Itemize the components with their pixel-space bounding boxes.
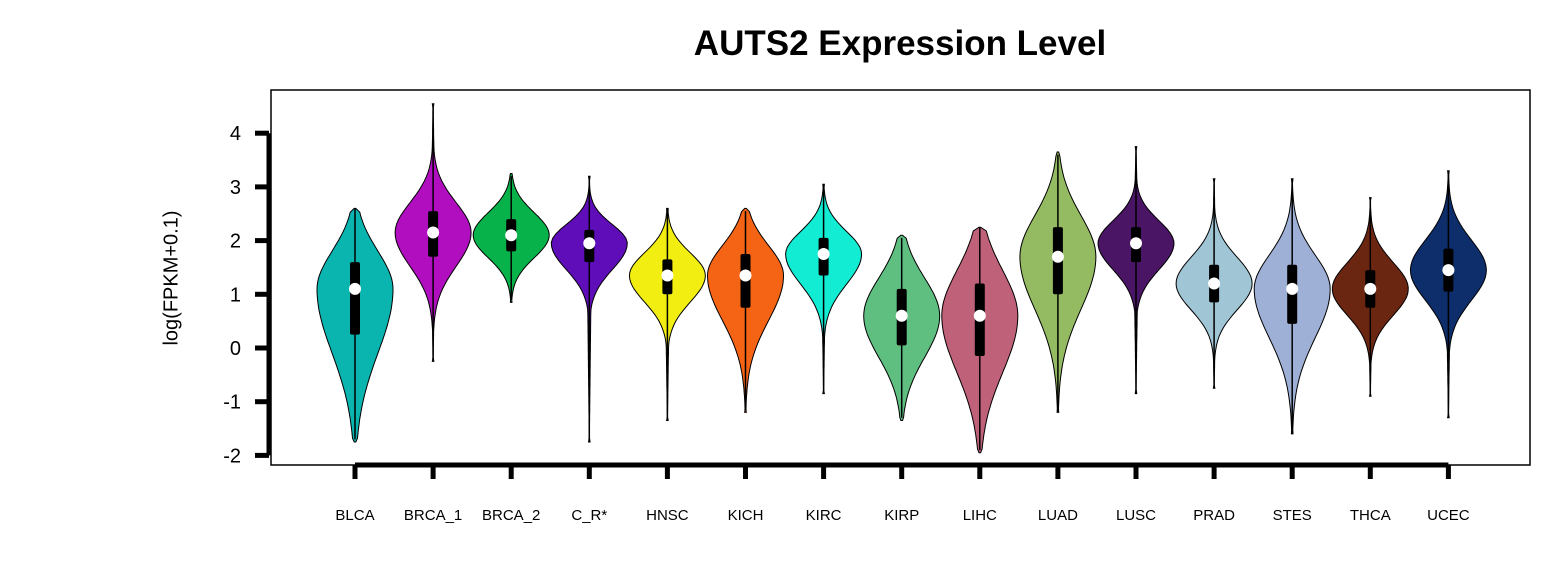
y-tick-label: 1 — [230, 284, 241, 306]
median-point — [1442, 264, 1455, 277]
median-point — [427, 226, 440, 239]
x-tick-label: STES — [1273, 507, 1312, 524]
median-point — [349, 282, 361, 295]
x-tick-label: HNSC — [646, 507, 689, 524]
median-point — [895, 309, 908, 322]
y-tick-label: 4 — [230, 123, 241, 145]
x-tick-label: BLCA — [335, 507, 374, 524]
median-point — [505, 229, 518, 242]
median-point — [661, 269, 674, 282]
y-tick-label: -1 — [223, 392, 241, 414]
iqr-box — [350, 262, 360, 335]
x-tick-label: C_R* — [571, 507, 607, 524]
x-tick-label: KICH — [728, 507, 764, 524]
median-point — [739, 269, 752, 282]
median-point — [1286, 282, 1299, 295]
y-tick-label: 2 — [230, 231, 241, 253]
median-point — [583, 237, 596, 250]
x-tick-label: PRAD — [1193, 507, 1235, 524]
y-tick-label: 0 — [230, 338, 241, 360]
median-point — [973, 309, 986, 322]
median-point — [1051, 250, 1064, 263]
median-point — [1130, 237, 1142, 250]
x-tick-label: BRCA_2 — [482, 507, 540, 524]
x-tick-label: LUAD — [1038, 507, 1078, 524]
median-point — [817, 248, 830, 261]
x-tick-label: LIHC — [963, 507, 997, 524]
median-point — [1208, 277, 1221, 290]
x-tick-label: KIRC — [806, 507, 842, 524]
chart-title: AUTS2 Expression Level — [693, 24, 1107, 63]
x-tick-label: BRCA_1 — [404, 507, 462, 524]
x-tick-label: UCEC — [1427, 507, 1470, 524]
y-tick-label: 3 — [230, 177, 241, 199]
x-tick-label: KIRP — [884, 507, 919, 524]
median-point — [1364, 282, 1377, 295]
x-tick-label: THCA — [1350, 507, 1391, 524]
x-tick-label: LUSC — [1116, 507, 1156, 524]
y-tick-label: -2 — [223, 445, 241, 467]
